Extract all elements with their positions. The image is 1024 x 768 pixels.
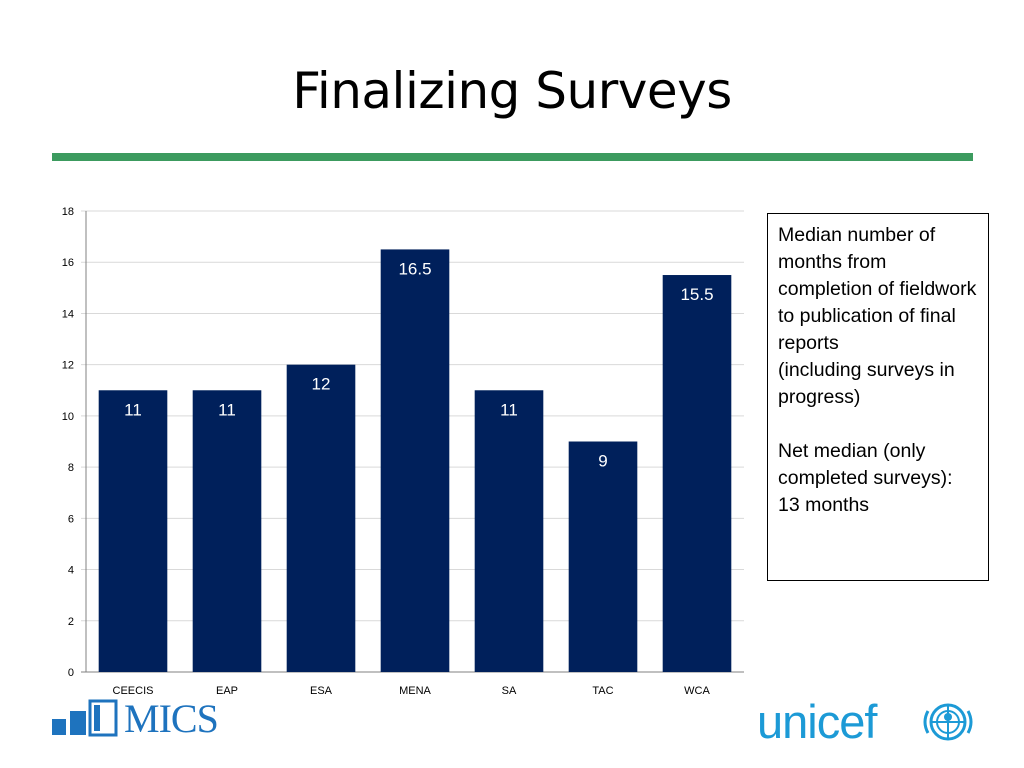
- note-spacer: [778, 411, 978, 438]
- data-label: 11: [124, 400, 142, 419]
- y-tick-label: 14: [62, 308, 74, 320]
- y-tick-label: 16: [62, 257, 74, 269]
- mics-logo-icon: [52, 699, 118, 737]
- note-line-3: Net median (only completed surveys): 13 …: [778, 440, 953, 516]
- data-label: 16.5: [398, 259, 431, 278]
- y-tick-label: 2: [68, 616, 74, 628]
- bar-mena: [380, 249, 450, 672]
- mics-logo-text: MICS: [124, 696, 219, 741]
- bars: [98, 249, 732, 672]
- annotation-box: Median number of months from completion …: [767, 213, 989, 581]
- unicef-logo-text: unicef: [757, 695, 877, 748]
- note-line-1: Median number of months from completion …: [778, 224, 977, 354]
- tick-labels: 0 2 4 6 8 10 12 14 16 18 CEECIS EAP ESA MENA SA TAC WCA: [62, 206, 711, 697]
- y-tick-label: 8: [68, 462, 74, 474]
- note-line-2: (including surveys in progress): [778, 359, 955, 408]
- y-tick-label: 12: [62, 360, 74, 372]
- x-tick-label: ESA: [310, 685, 333, 697]
- x-tick-label: MENA: [399, 685, 431, 697]
- x-tick-label: SA: [502, 685, 517, 697]
- y-tick-label: 0: [68, 667, 74, 679]
- bar-ceecis: [98, 390, 168, 672]
- bar-chart: 11 11 12 16.5 11 9 15.5 0 2 4 6 8 10 12 14 16 18 CEECIS E…: [62, 206, 744, 697]
- bar-eap: [192, 390, 262, 672]
- data-label: 9: [598, 452, 607, 471]
- bar-sa: [474, 390, 544, 672]
- data-label: 11: [500, 400, 518, 419]
- data-labels: 11 11 12 16.5 11 9 15.5: [124, 259, 713, 470]
- slide-title: Finalizing Surveys: [292, 62, 732, 120]
- data-label: 11: [218, 400, 236, 419]
- data-label: 15.5: [680, 285, 713, 304]
- x-tick-label: EAP: [216, 685, 238, 697]
- x-tick-label: WCA: [684, 685, 710, 697]
- y-tick-label: 18: [62, 206, 74, 218]
- x-tick-label: CEECIS: [113, 685, 154, 697]
- data-label: 12: [312, 375, 331, 394]
- bar-esa: [286, 364, 356, 672]
- y-tick-label: 6: [68, 513, 74, 525]
- y-tick-label: 10: [62, 411, 74, 423]
- unicef-emblem-icon: [923, 703, 973, 741]
- bar-tac: [568, 441, 638, 672]
- y-tick-label: 4: [68, 565, 74, 577]
- title-divider: [52, 153, 973, 161]
- x-tick-label: TAC: [592, 685, 613, 697]
- bar-wca: [662, 275, 732, 672]
